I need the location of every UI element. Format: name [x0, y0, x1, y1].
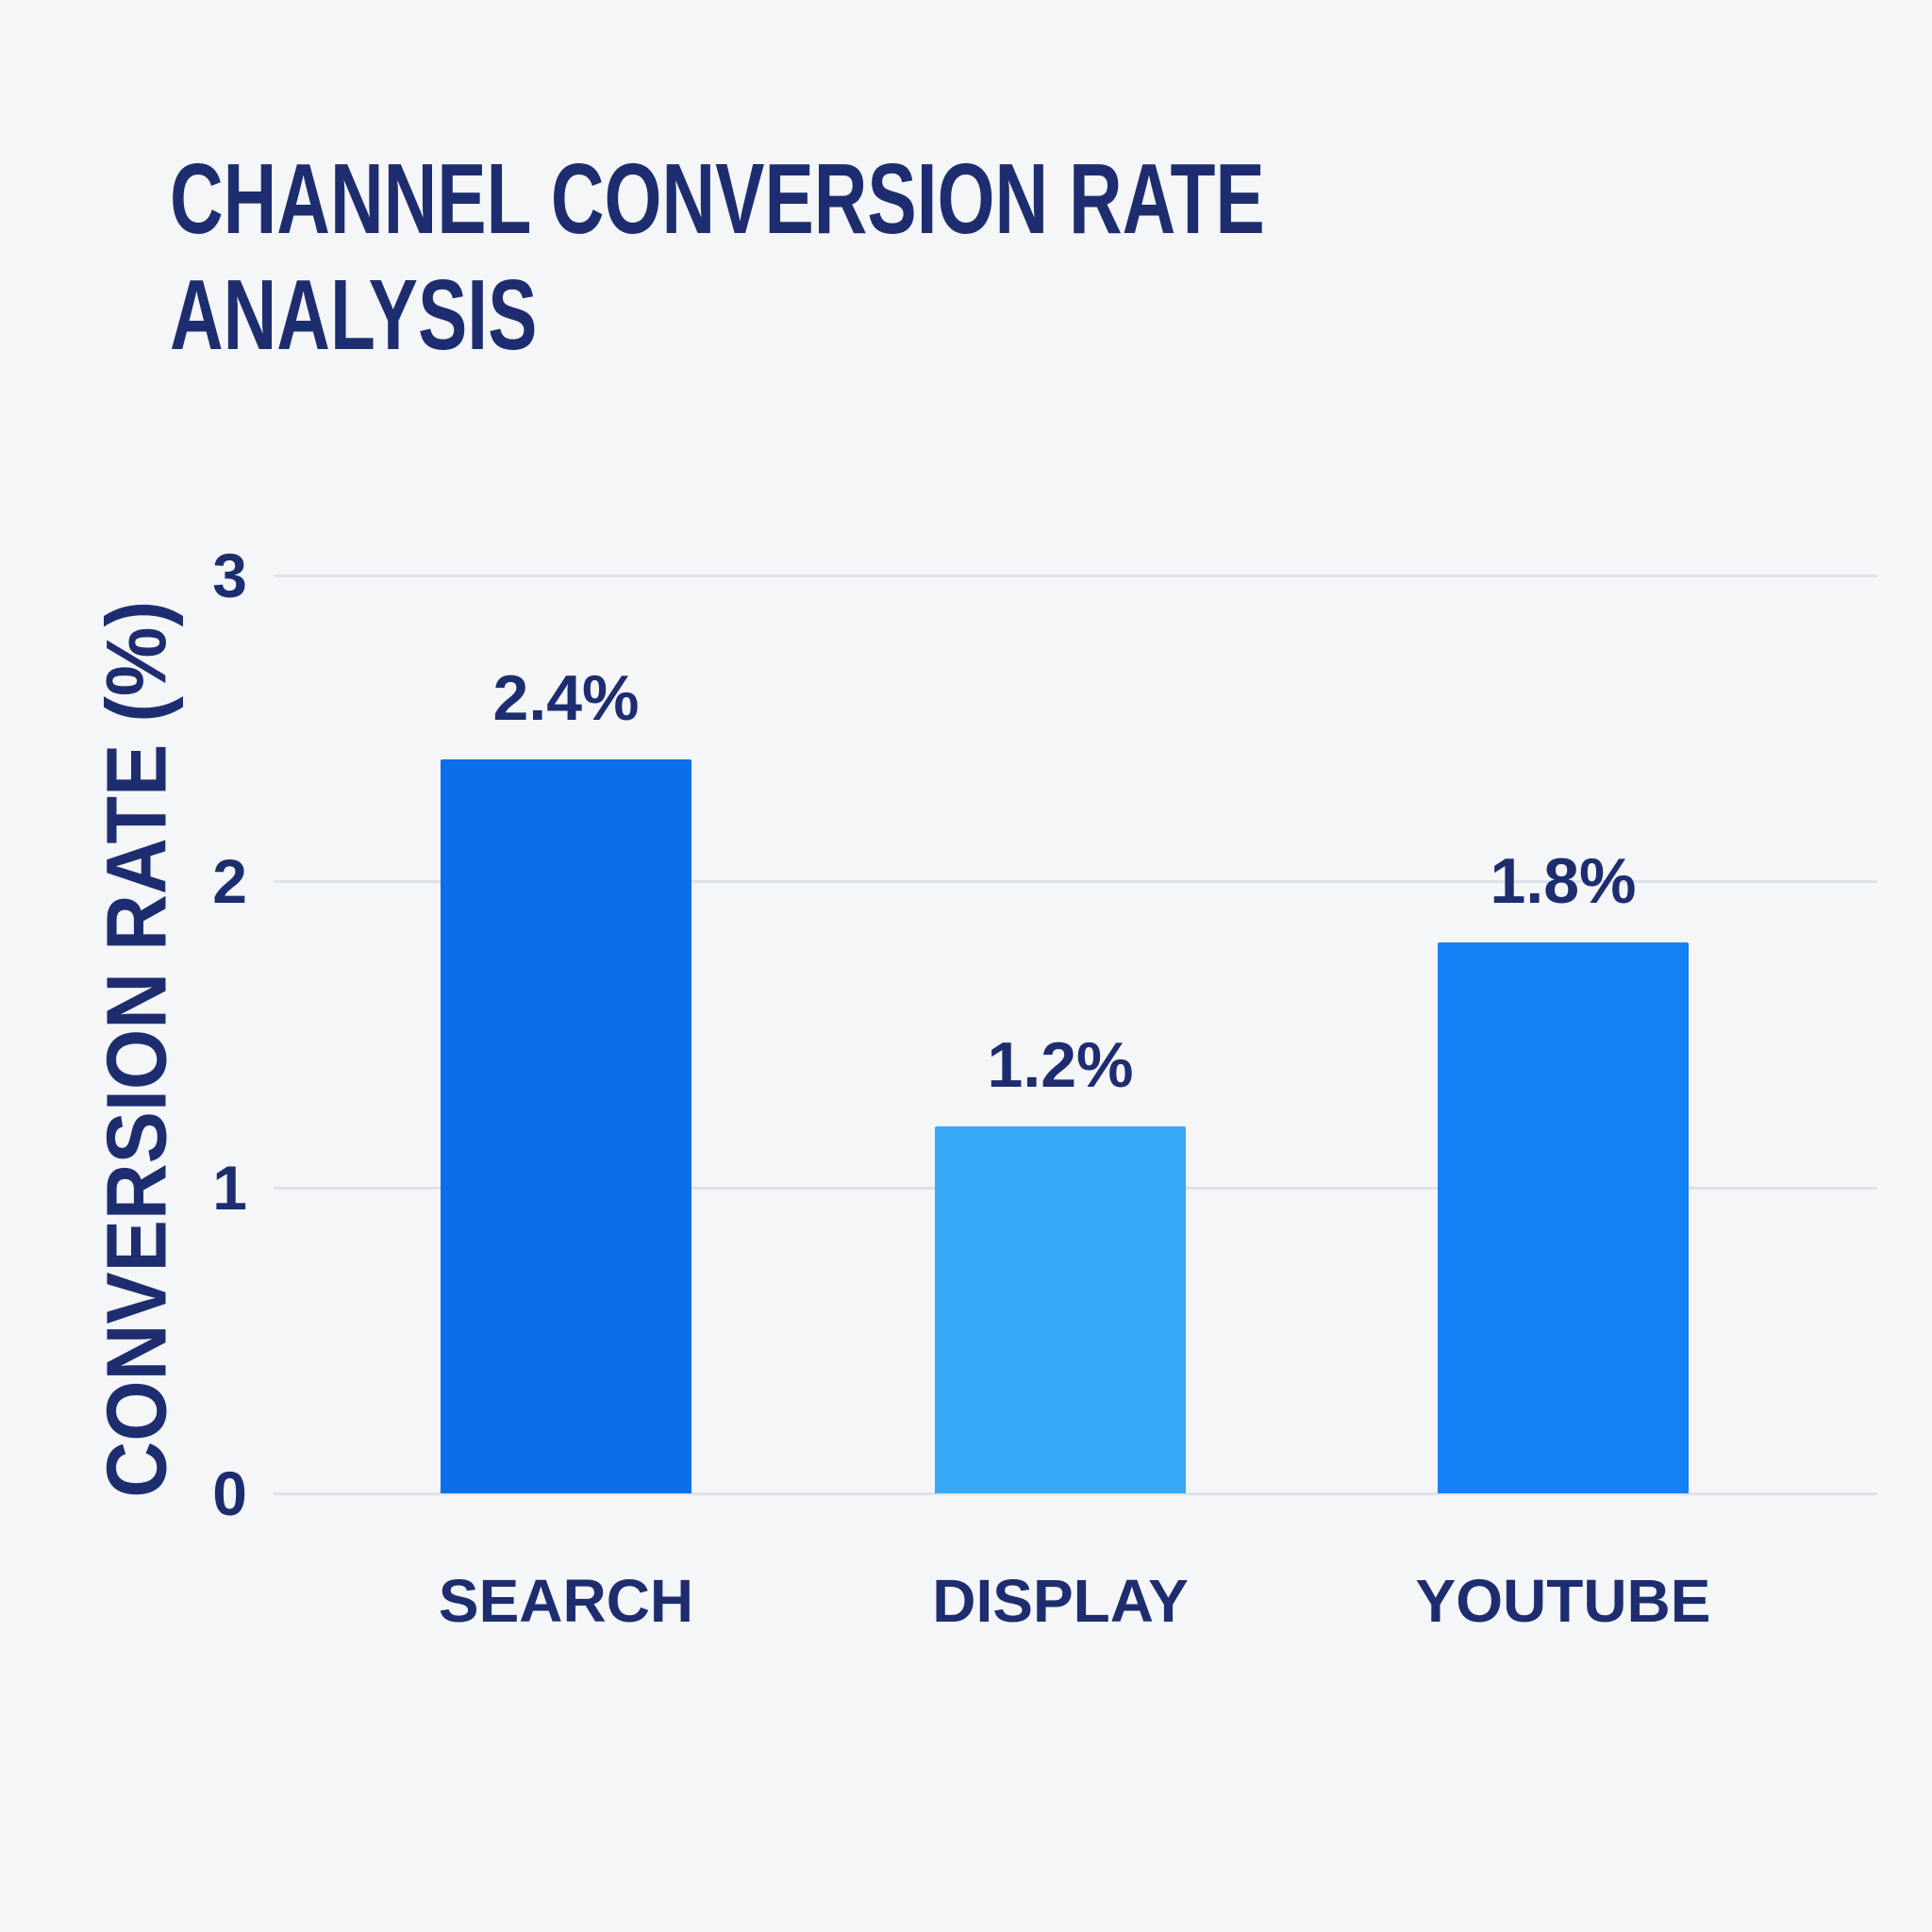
chart-title: CHANNEL CONVERSION RATE ANALYSIS [170, 143, 1265, 371]
value-label-youtube: 1.8% [1490, 845, 1637, 918]
bar-youtube [1438, 942, 1689, 1493]
bar-search [441, 758, 691, 1493]
value-label-search: 2.4% [492, 661, 640, 734]
y-axis-label: CONVERSION RATE (%) [90, 600, 185, 1498]
x-category-label-display: DISPLAY [932, 1567, 1189, 1635]
bar-display [935, 1125, 1186, 1493]
gridline-y-0 [274, 1492, 1877, 1495]
gridline-y-2 [274, 880, 1877, 884]
x-category-label-search: SEARCH [438, 1567, 694, 1635]
x-category-label-youtube: YOUTUBE [1415, 1567, 1711, 1635]
y-tick-label-0: 0 [212, 1458, 247, 1528]
value-label-display: 1.2% [987, 1028, 1134, 1101]
gridline-y-3 [274, 575, 1877, 577]
y-tick-label-1: 1 [212, 1152, 247, 1223]
y-tick-label-2: 2 [212, 846, 247, 917]
plot-area: 2.4% 1.2% 1.8% [274, 575, 1877, 1495]
y-tick-label-3: 3 [212, 541, 247, 610]
